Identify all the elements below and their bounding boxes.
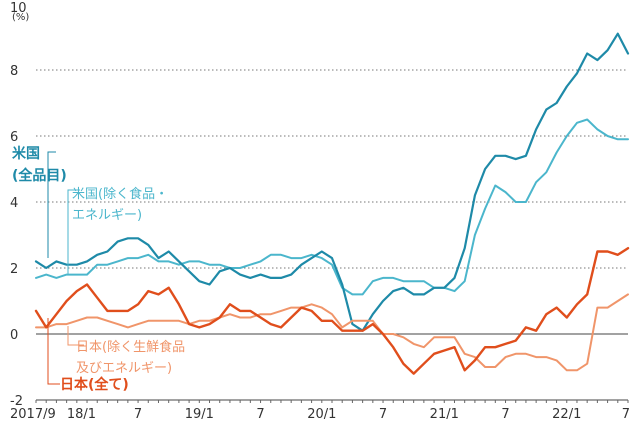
series-label: 米国(除く食品・	[72, 186, 168, 202]
x-tick-label: 7	[501, 407, 509, 422]
series-line-2	[35, 293, 629, 372]
x-tick-label: 7	[256, 407, 264, 422]
label-leader-line	[67, 326, 84, 346]
x-tick-label: 7	[622, 407, 630, 422]
y-axis-unit: (%)	[12, 12, 29, 23]
x-tick-label: 7	[134, 407, 142, 422]
series-label: 日本(除く生鮮食品	[76, 339, 185, 355]
label-leader-line	[67, 189, 80, 274]
series-line-3	[34, 246, 630, 375]
y-axis: (%) -2 0 2 4 6 8 10	[10, 1, 29, 409]
series-lines	[34, 32, 630, 375]
y-tick-label: 2	[10, 262, 18, 277]
series-label: 米国	[12, 145, 40, 162]
y-tick-label: 6	[10, 130, 18, 145]
series-line-0	[34, 32, 630, 332]
x-tick-label: 20/1	[307, 407, 336, 422]
x-tick-label: 22/1	[552, 407, 581, 422]
series-label: エネルギー)	[72, 208, 142, 223]
x-tick-label: 21/1	[430, 407, 459, 422]
y-tick-label: 8	[10, 64, 18, 79]
series-label: (全品目)	[12, 167, 67, 184]
label-leader-line	[47, 151, 56, 258]
x-axis: 2017/9 18/1 7 19/1 7 20/1 7 21/1 7 22/1 7	[10, 399, 630, 422]
series-label: 日本(全て)	[60, 376, 129, 393]
y-tick-label: -2	[10, 394, 23, 409]
series-label: 及びエネルギー)	[76, 361, 172, 376]
x-tick-label: 2017/9	[10, 407, 56, 422]
x-tick-label: 19/1	[185, 407, 214, 422]
y-tick-label: 4	[10, 196, 18, 211]
x-tick-label: 7	[379, 407, 387, 422]
series-labels: 米国 (全品目) 米国(除く食品・エネルギー) 日本(除く生鮮食品及びエネルギー)日本…	[12, 145, 185, 393]
x-tick-label: 18/1	[67, 407, 96, 422]
y-tick-label: 0	[10, 328, 18, 343]
y-tick-label: 10	[10, 1, 27, 16]
series-line-1	[35, 118, 629, 296]
label-leader-line	[47, 318, 60, 385]
